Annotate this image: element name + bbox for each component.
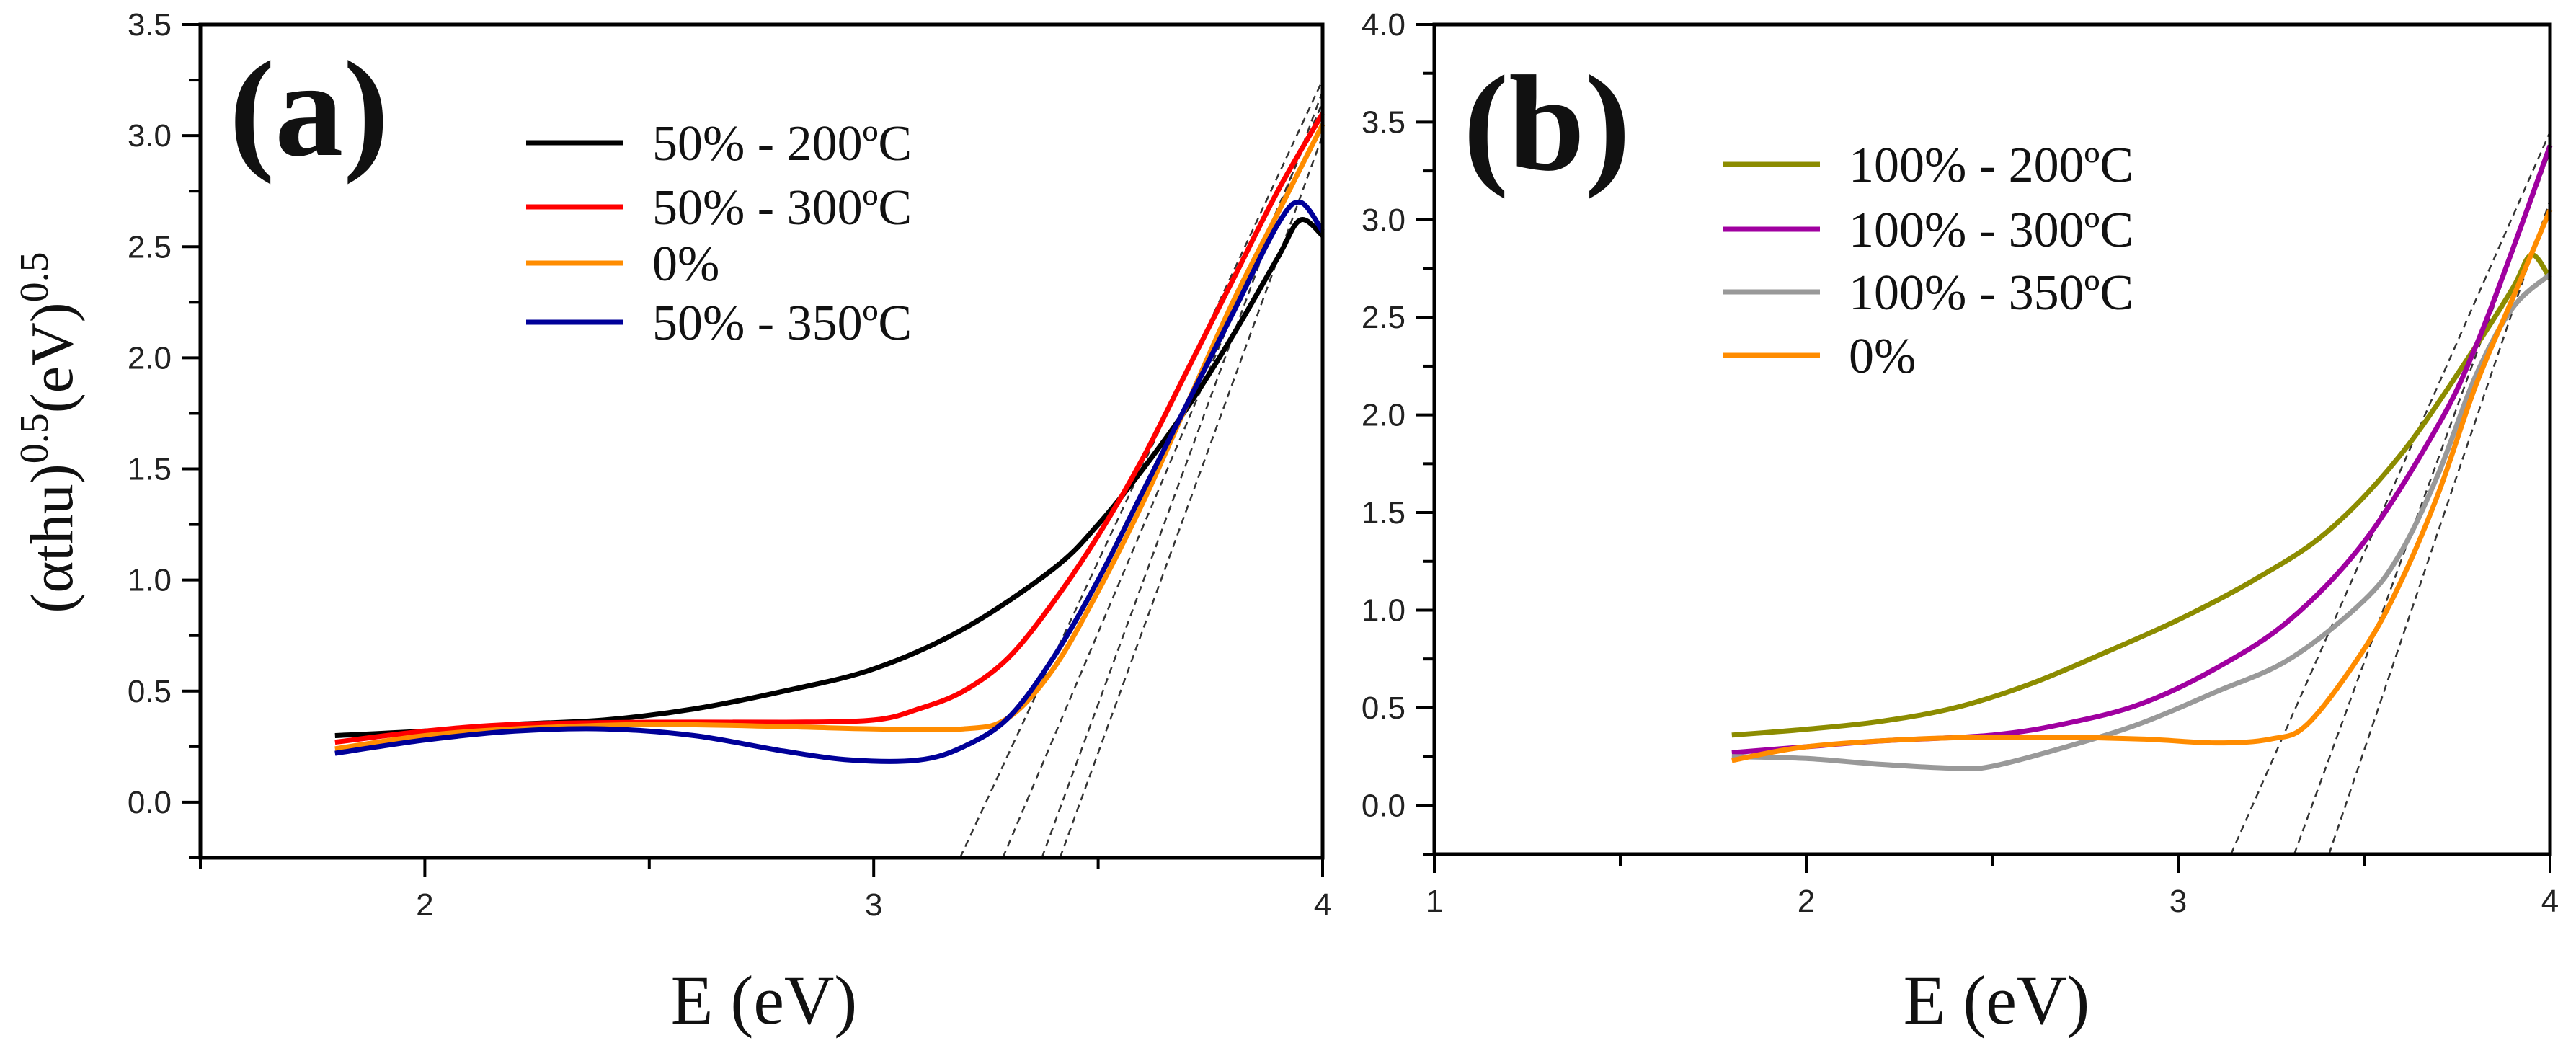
y-tick-label: 3.0: [128, 118, 172, 154]
tangent-line: [2293, 151, 2551, 855]
panel-label: (a): [229, 34, 389, 185]
legend-label: 100% - 200ºC: [1849, 138, 2133, 193]
x-tick-label: 1: [1426, 884, 1443, 919]
y-label-exponent: 0.5: [12, 252, 57, 302]
tangent-line: [2230, 131, 2551, 855]
x-axis-label: E (eV): [1904, 962, 2090, 1039]
x-tick-label: 2: [416, 887, 433, 923]
legend-label: 0%: [652, 236, 719, 292]
y-tick-label: 1.0: [128, 563, 172, 598]
y-tick-label: 1.5: [1362, 495, 1405, 531]
y-tick-label: 0.5: [1362, 691, 1405, 726]
legend-label: 50% - 300ºC: [652, 180, 912, 236]
y-tick-label: 3.5: [1362, 105, 1405, 140]
legend-label: 100% - 350ºC: [1849, 265, 2133, 321]
y-tick-label: 2.5: [128, 229, 172, 265]
y-tick-label: 3.0: [1362, 203, 1405, 238]
legend-label: 100% - 300ºC: [1849, 203, 2133, 258]
x-tick-label: 3: [865, 887, 882, 923]
y-tick-label: 0.0: [1362, 788, 1405, 823]
legend: 100% - 200ºC 100% - 300ºC 100% - 350ºC 0%: [1723, 138, 2133, 384]
y-tick-label: 0.0: [128, 785, 172, 820]
tangent-line: [2328, 200, 2551, 855]
y-tick-label: 2.5: [1362, 300, 1405, 335]
panel-b: 0.0 0.5 1.0 1.5 2.0 2.5 3.0 3.5 4.0 1 2 3 4 E (eV) (b)…: [1362, 7, 2559, 1039]
y-axis-label: (αthu)0.5(eV)0.5: [12, 252, 86, 613]
series-line-2: [1731, 272, 2552, 771]
y-tick-label: 2.0: [128, 340, 172, 376]
plot-frame: [198, 22, 1325, 860]
x-tick-label: 4: [2541, 884, 2559, 919]
y-tick-label: 0.5: [128, 674, 172, 709]
legend-label: 0%: [1849, 329, 1916, 384]
y-tick-label: 4.0: [1362, 7, 1405, 43]
tangent-line: [1002, 102, 1324, 858]
x-tick-label: 3: [2169, 884, 2187, 919]
legend-label: 50% - 350ºC: [652, 296, 912, 351]
y-label-part: (αthu): [19, 463, 86, 613]
series-line-3: [1731, 208, 2553, 763]
panel-label: (b): [1463, 48, 1630, 200]
y-tick-label: 2.0: [1362, 398, 1405, 433]
x-tick-label: 2: [1798, 884, 1815, 919]
series-line-3: [334, 199, 1325, 764]
y-tick-label: 1.0: [1362, 593, 1405, 628]
legend-label: 50% - 200ºC: [652, 116, 912, 172]
y-tick-label: 3.5: [128, 7, 172, 43]
y-tick-label: 1.5: [128, 452, 172, 487]
x-tick-label: 4: [1314, 887, 1331, 923]
x-axis-label: E (eV): [671, 962, 858, 1039]
y-label-exponent: 0.5: [12, 413, 57, 463]
series-line-0: [1731, 252, 2552, 738]
panel-a: 0.0 0.5 1.0 1.5 2.0 2.5 3.0 3.5 2 3 4 E (eV) (a) 50% …: [12, 7, 1331, 1039]
y-label-part: (eV): [19, 302, 86, 413]
series-line-1: [334, 112, 1325, 745]
